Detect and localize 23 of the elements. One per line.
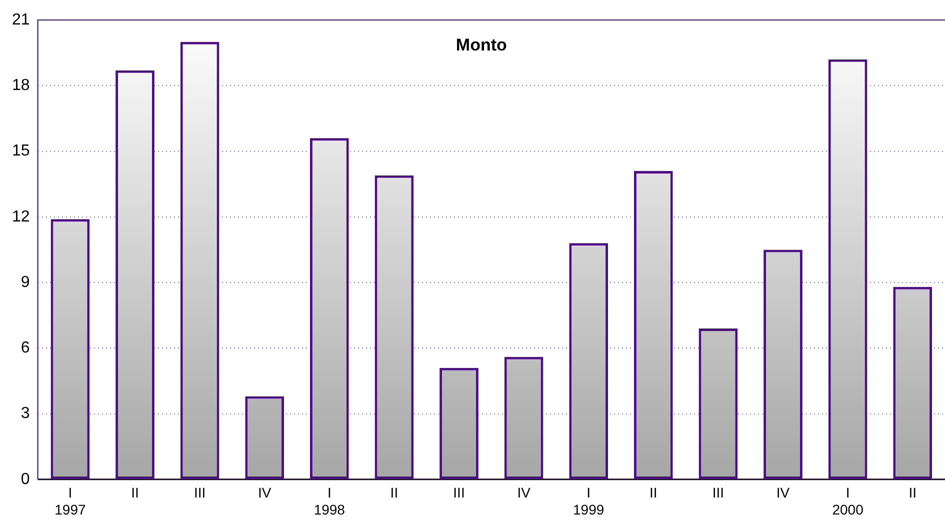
x-tick-label: I 1999 [573,484,604,518]
y-tick-label: 15 [12,142,30,160]
y-tick-label: 18 [12,77,30,94]
x-tick-label: I 1997 [54,484,86,518]
x-tick-label: IV [258,484,272,501]
x-tick-label: IV [776,484,790,501]
x-tick-label: II [390,484,398,501]
x-tick-label: III [194,484,206,501]
x-tick-label: III [712,484,724,501]
x-tick-label: II [908,484,916,501]
x-tick-label: I 1998 [314,484,346,518]
y-tick-label: 6 [20,340,30,357]
x-tick-label: III [453,484,465,501]
x-tick-label: II [650,484,658,501]
y-tick-label: 0 [20,470,30,488]
x-tick-label: I 2000 [832,484,864,518]
y-tick-label: 21 [12,11,30,28]
y-tick-label: 3 [20,405,30,422]
x-tick-label: II [131,484,139,501]
y-tick-label: 9 [20,274,30,291]
y-tick-label: 12 [12,208,30,226]
text: Monto [456,36,507,55]
x-tick-label: IV [517,484,532,501]
